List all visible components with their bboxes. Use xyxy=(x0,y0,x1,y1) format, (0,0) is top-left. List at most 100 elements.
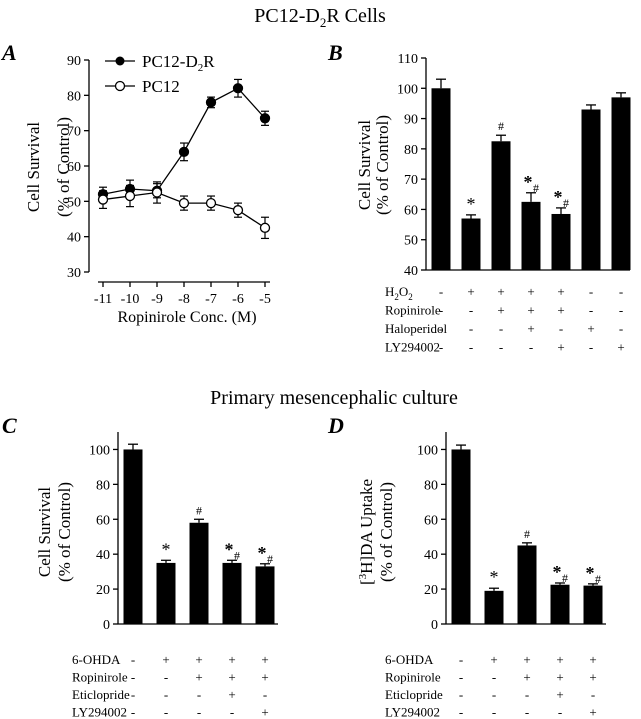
panel-a-x-tick-label: -8 xyxy=(178,292,190,307)
panel-b-ylabel: Cell Survival xyxy=(355,120,374,210)
panel-b-bar xyxy=(491,141,511,270)
panel-b-significance-hash: # xyxy=(533,181,539,195)
panel-d-bar xyxy=(451,449,471,624)
panel-d-condition-sign: + xyxy=(589,652,596,667)
panel-d-condition-sign: + xyxy=(556,687,563,702)
panel-b-condition-sign: - xyxy=(439,303,443,318)
panel-c-condition-sign: - xyxy=(263,687,267,702)
panel-c-condition-sign: + xyxy=(228,670,235,685)
panel-d-condition-label: Ropinirole xyxy=(385,670,441,685)
panel-d-significance-star: * xyxy=(586,563,595,583)
panel-b-y-tick-label: 70 xyxy=(404,173,418,188)
panel-d-condition-sign: - xyxy=(558,705,562,719)
panel-b-condition-sign: + xyxy=(557,284,564,299)
panel-a-y-tick-label: 70 xyxy=(67,125,81,140)
panel-c-significance-hash: # xyxy=(267,552,273,566)
panel-d-condition-sign: - xyxy=(459,670,463,685)
panel-d-bar xyxy=(484,590,504,624)
panel-d-condition-sign: + xyxy=(556,670,563,685)
panel-b-y-tick-label: 40 xyxy=(404,264,418,279)
panel-c-y-tick-label: 80 xyxy=(96,478,110,493)
panel-c-bar xyxy=(123,449,143,624)
panel-b-significance-hash: # xyxy=(563,196,569,210)
panel-c-condition-sign: - xyxy=(164,687,168,702)
panel-c-condition-label: 6-OHDA xyxy=(72,652,121,667)
panel-b-condition-label: H2O2 xyxy=(385,284,413,302)
panel-b-condition-sign: + xyxy=(527,303,534,318)
panel-c-y-tick-label: 60 xyxy=(96,513,110,528)
panel-b-condition-sign: - xyxy=(499,321,503,336)
panel-b-condition-sign: - xyxy=(619,303,623,318)
panel-a-y-tick-label: 90 xyxy=(67,54,81,69)
panel-b-y-tick-label: 110 xyxy=(398,52,418,67)
panel-c-significance-star: * xyxy=(225,539,234,559)
data-point-pc12 xyxy=(97,194,109,205)
panel-c-condition-sign: + xyxy=(195,670,202,685)
panel-c-significance-hash: # xyxy=(196,503,202,517)
panel-d-bar xyxy=(583,585,603,624)
panel-a-x-tick-label: -10 xyxy=(121,292,140,307)
panel-d-condition-sign: - xyxy=(492,670,496,685)
panel-d-condition-sign: + xyxy=(490,652,497,667)
panel-c-condition-sign: + xyxy=(195,652,202,667)
panel-b-condition-sign: - xyxy=(619,321,623,336)
panel-c-condition-label: Ropinirole xyxy=(72,670,128,685)
panel-c-ylabel: Cell Survival xyxy=(35,487,54,577)
panel-d-y-tick-label: 0 xyxy=(431,618,438,633)
panel-d-condition-sign: - xyxy=(525,687,529,702)
chart-layer: 30 40 50 60 70 80 90 -11 -10 -9 -8 -7 -6 -5 40 50 60 70 80… xyxy=(67,52,631,719)
panel-d-bar xyxy=(550,584,570,624)
panel-b-condition-sign: + xyxy=(527,284,534,299)
data-point-pc12 xyxy=(232,205,244,216)
panel-d-condition-sign: - xyxy=(492,687,496,702)
panel-d-significance-hash: # xyxy=(524,527,530,541)
panel-b-significance-star: * xyxy=(467,194,476,214)
panel-b-condition-sign: + xyxy=(497,284,504,299)
panel-a-y-tick-label: 50 xyxy=(67,195,81,210)
panel-c-y-tick-label: 20 xyxy=(96,583,110,598)
panel-c-condition-sign: - xyxy=(131,670,135,685)
legend-marker-pc12 xyxy=(114,80,126,92)
panel-d-condition-sign: + xyxy=(589,670,596,685)
panel-d-condition-sign: + xyxy=(589,705,596,719)
data-point-pc12 xyxy=(151,187,163,198)
panel-b-condition-sign: - xyxy=(439,284,443,299)
panel-d-condition-sign: - xyxy=(492,705,496,719)
panel-d-ylabel-2: (% of Control) xyxy=(377,482,396,582)
panel-d-condition-sign: + xyxy=(523,652,530,667)
panel-label-c: C xyxy=(2,413,17,438)
panel-c-condition-sign: + xyxy=(261,652,268,667)
panel-b-condition-sign: - xyxy=(589,284,593,299)
series-line-pc12-d2r xyxy=(102,87,266,195)
panel-d-condition-sign: - xyxy=(525,705,529,719)
panel-a-y-tick-label: 60 xyxy=(67,160,81,175)
panel-a-x-tick-label: -11 xyxy=(94,292,112,307)
panel-b-y-tick-label: 100 xyxy=(397,82,418,97)
panel-d-y-tick-label: 20 xyxy=(424,583,438,598)
panel-b-bar xyxy=(431,88,451,271)
panel-b-condition-sign: + xyxy=(557,303,564,318)
panel-a-ylabel-2: (% of Control) xyxy=(54,117,73,217)
panel-d-y-tick-label: 80 xyxy=(424,478,438,493)
panel-d-condition-sign: - xyxy=(459,687,463,702)
panel-c-condition-sign: - xyxy=(197,705,201,719)
panel-b-y-tick-label: 80 xyxy=(404,143,418,158)
panel-b-condition-sign: - xyxy=(589,303,593,318)
panel-c-condition-sign: - xyxy=(164,670,168,685)
panel-c-ylabel-2: (% of Control) xyxy=(55,482,74,582)
panel-d-ylabel: [3H]DA Uptake xyxy=(357,479,376,585)
panel-d-condition-sign: + xyxy=(556,652,563,667)
data-point-pc12-d2r xyxy=(178,146,190,158)
panel-c-condition-label: Eticlopride xyxy=(72,687,130,702)
panel-d-condition-sign: - xyxy=(591,687,595,702)
panel-c-condition-sign: + xyxy=(162,652,169,667)
panel-b-condition-sign: - xyxy=(559,321,563,336)
panel-b-condition-sign: + xyxy=(557,340,564,355)
panel-c-condition-sign: - xyxy=(197,687,201,702)
panel-a-y-tick-label: 80 xyxy=(67,89,81,104)
data-point-pc12-d2r xyxy=(259,113,271,124)
panel-a-y-tick-label: 40 xyxy=(67,231,81,246)
panel-d-significance-hash: # xyxy=(562,571,568,585)
section-title-primary-culture: Primary mesencephalic culture xyxy=(210,387,458,409)
